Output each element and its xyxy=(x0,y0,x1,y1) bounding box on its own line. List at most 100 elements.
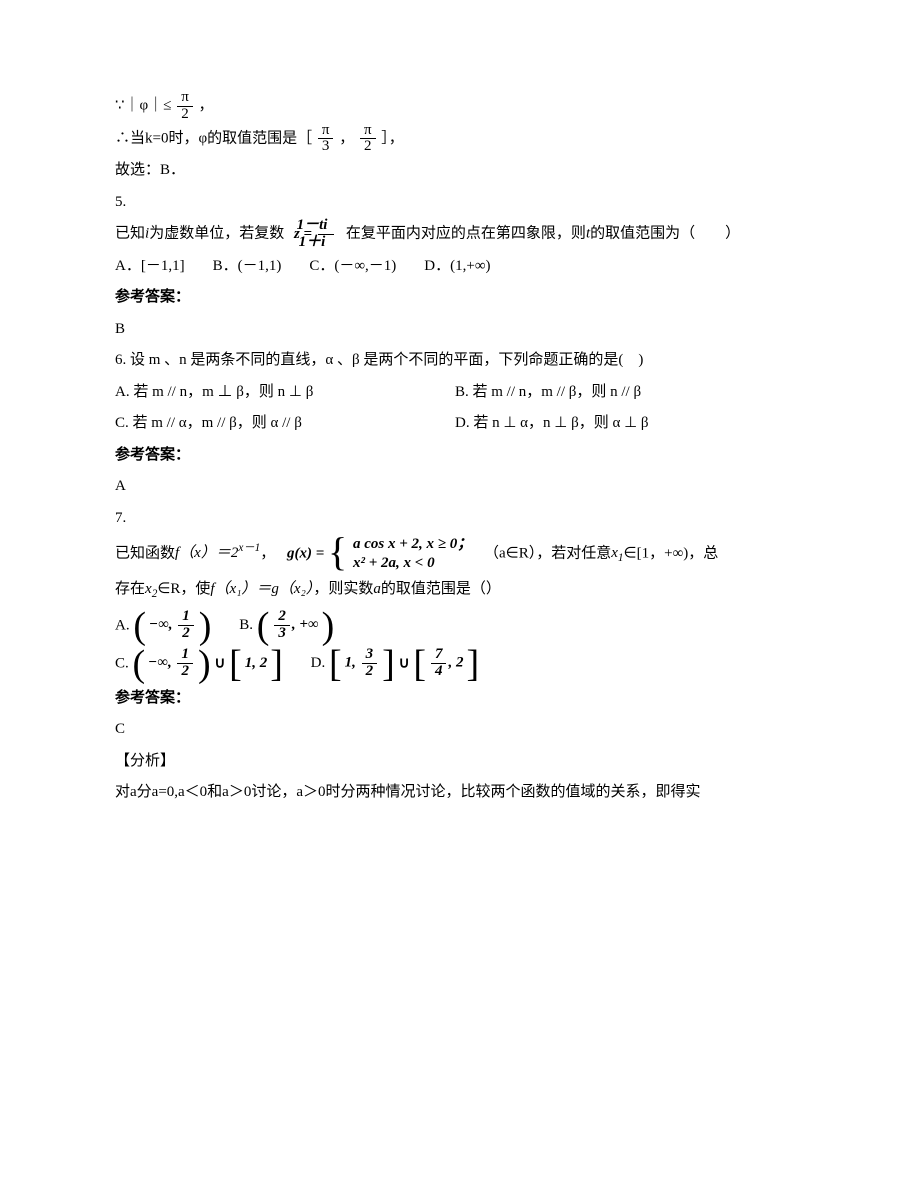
q6-row-cd: C. 若 m // α，m // β，则 α // β D. 若 n ⊥ α，n… xyxy=(115,408,805,440)
q6-number: 6. xyxy=(115,352,130,368)
q7-l2-end: 的取值范围是（） xyxy=(381,581,501,597)
q6-opt-b: B. 若 m // n，m // β，则 n // β xyxy=(455,377,641,409)
q7-stem-line2: 存在x2∈R，使f（x₁）＝g（x₂），则实数a的取值范围是（） xyxy=(115,574,805,607)
q7-x1: x1 xyxy=(611,545,623,561)
rparen-icon: ) xyxy=(322,607,335,645)
q7-d-post2: , 2 xyxy=(448,655,463,671)
q7-a-frac: 1 2 xyxy=(178,609,194,642)
q4-line2-pre: ∴当k=0时，φ的取值范围是［ xyxy=(115,130,312,146)
frac-den: 2 xyxy=(360,138,376,155)
frac-num: π xyxy=(318,123,334,139)
q7-a: a xyxy=(373,581,381,597)
q7-cases: a cos x + 2, x ≥ 0； x² + 2a, x < 0 xyxy=(353,535,472,573)
q5-number: 5. xyxy=(115,187,805,219)
frac-den: 3 xyxy=(274,625,290,642)
q7-opt-b-inner: 2 3 , +∞ xyxy=(269,609,321,642)
rparen-icon: ) xyxy=(198,645,211,683)
q7-opt-d-set2: [ 7 4 , 2 ] xyxy=(413,645,479,683)
q7-comma: ， xyxy=(260,545,275,561)
q7-d-pre1: 1, xyxy=(345,655,356,671)
rbracket-icon: ] xyxy=(270,645,283,683)
lparen-icon: ( xyxy=(133,645,146,683)
rbracket-icon: ] xyxy=(382,645,395,683)
q7-d-union: ∪ xyxy=(399,655,410,671)
q7-opt-c-inner2: 1, 2 xyxy=(242,656,271,671)
q7-opt-d-inner2: 7 4 , 2 xyxy=(426,647,467,680)
q7-opt-b-label: B. xyxy=(239,617,253,633)
q4-line1-post: ， xyxy=(199,98,214,114)
q7-opt-d-set1: [ 1, 3 2 ] xyxy=(329,645,395,683)
frac-den: 2 xyxy=(362,663,378,680)
q5-stem-post: 的取值范围为（ ） xyxy=(590,226,740,242)
lbracket-icon: [ xyxy=(229,645,242,683)
q7-ans-label: 参考答案： xyxy=(115,683,805,715)
q6-stem-text: 设 m 、n 是两条不同的直线，α 、β 是两个不同的平面，下列命题正确的是( … xyxy=(130,352,643,368)
q7-number: 7. xyxy=(115,503,805,535)
q7-case1: a cos x + 2, x ≥ 0； xyxy=(353,535,472,554)
frac-num: 1－ti xyxy=(318,218,334,234)
q5-opt-c: C．(－∞,－1) xyxy=(309,251,396,283)
frac-num: 7 xyxy=(431,647,447,663)
q7-opt-d-label: D. xyxy=(311,655,326,671)
q7-fdef: f（x）＝2x－1 xyxy=(175,545,260,561)
brace-icon: { xyxy=(328,532,347,572)
lbracket-icon: [ xyxy=(329,645,342,683)
q7-fexp: x－1 xyxy=(238,542,260,554)
q4-line3: 故选：B． xyxy=(115,155,805,187)
q5-opt-a: A．[－1,1] xyxy=(115,251,185,283)
q7-stem-line1: 已知函数f（x）＝2x－1， g(x) = { a cos x + 2, x ≥… xyxy=(115,534,805,574)
q6-opt-d: D. 若 n ⊥ α，n ⊥ β，则 α ⊥ β xyxy=(455,408,649,440)
q5-stem: 已知i为虚数单位，若复数 z = 1－ti 1＋i 在复平面内对应的点在第四象限… xyxy=(115,218,805,251)
q5-stem-pre: 已知 xyxy=(115,226,145,242)
q5-answer: B xyxy=(115,314,805,346)
q7-case2: x² + 2a, x < 0 xyxy=(353,554,472,573)
q5-ans-label: 参考答案： xyxy=(115,282,805,314)
q7-l2-pre: 存在 xyxy=(115,581,145,597)
frac-num: 2 xyxy=(274,609,290,625)
frac-num: 1 xyxy=(177,647,193,663)
q6-ans-label: 参考答案： xyxy=(115,440,805,472)
lparen-icon: ( xyxy=(257,607,270,645)
q7-l2-post: ，则实数 xyxy=(313,581,373,597)
q5-z-expr: z = 1－ti 1＋i xyxy=(294,226,340,242)
q4-frac2: π 3 xyxy=(318,123,334,156)
q4-line2-post: ］， xyxy=(381,130,404,146)
q7-opt-b-set: ( 2 3 , +∞ ) xyxy=(257,607,335,645)
q6-opt-c: C. 若 m // α，m // β，则 α // β xyxy=(115,408,455,440)
frac-den: 2 xyxy=(177,663,193,680)
frac-den: 1＋i xyxy=(318,234,334,251)
q4-mid: ， xyxy=(339,130,354,146)
q7-opt-a-set: ( −∞, 1 2 ) xyxy=(133,607,211,645)
q7-answer: C xyxy=(115,714,805,746)
q7-stem-mid1: （a∈R），若对任意 xyxy=(484,545,611,561)
q6-row-ab: A. 若 m // n，m ⊥ β，则 n ⊥ β B. 若 m // n，m … xyxy=(115,377,805,409)
q5-opt-d: D．(1,+∞) xyxy=(424,251,490,283)
q7-b-frac: 2 3 xyxy=(274,609,290,642)
q4-line1-pre: ∵｜φ｜≤ xyxy=(115,98,171,114)
q7-opt-c-set1: ( −∞, 1 2 ) xyxy=(133,645,211,683)
q7-opts-row1: A. ( −∞, 1 2 ) B. ( 2 3 , +∞ ) xyxy=(115,607,805,645)
q5-stem-mid2: 在复平面内对应的点在第四象限，则 xyxy=(346,226,586,242)
q7-opt-c-set2: [ 1, 2 ] xyxy=(229,645,283,683)
q7-stem-pre: 已知函数 xyxy=(115,545,175,561)
q7-c-union: ∪ xyxy=(214,655,225,671)
q7-fdef-base: f（x）＝2 xyxy=(175,545,238,561)
q4-line1: ∵｜φ｜≤ π 2 ， xyxy=(115,90,805,123)
q7-opts-row2: C. ( −∞, 1 2 ) ∪ [ 1, 2 ] D. [ 1, 3 xyxy=(115,645,805,683)
frac-num: π xyxy=(360,123,376,139)
frac-num: 3 xyxy=(362,647,378,663)
q7-eq: f（x₁）＝g（x₂） xyxy=(210,581,313,597)
q7-opt-d-inner1: 1, 3 2 xyxy=(342,647,383,680)
q7-l2-mid: ∈R，使 xyxy=(157,581,210,597)
q7-d-frac1: 3 2 xyxy=(362,647,378,680)
q7-stem-mid2: ∈[1，+∞)，总 xyxy=(624,545,719,561)
q7-opt-a-label: A. xyxy=(115,617,130,633)
q4-frac1: π 2 xyxy=(177,90,193,123)
q7-b-post: , +∞ xyxy=(292,617,319,633)
frac-num: π xyxy=(177,90,193,106)
lbracket-icon: [ xyxy=(413,645,426,683)
q7-g-lhs: g(x) = xyxy=(287,545,324,561)
q6-opt-a: A. 若 m // n，m ⊥ β，则 n ⊥ β xyxy=(115,377,455,409)
frac-den: 4 xyxy=(431,663,447,680)
lparen-icon: ( xyxy=(133,607,146,645)
